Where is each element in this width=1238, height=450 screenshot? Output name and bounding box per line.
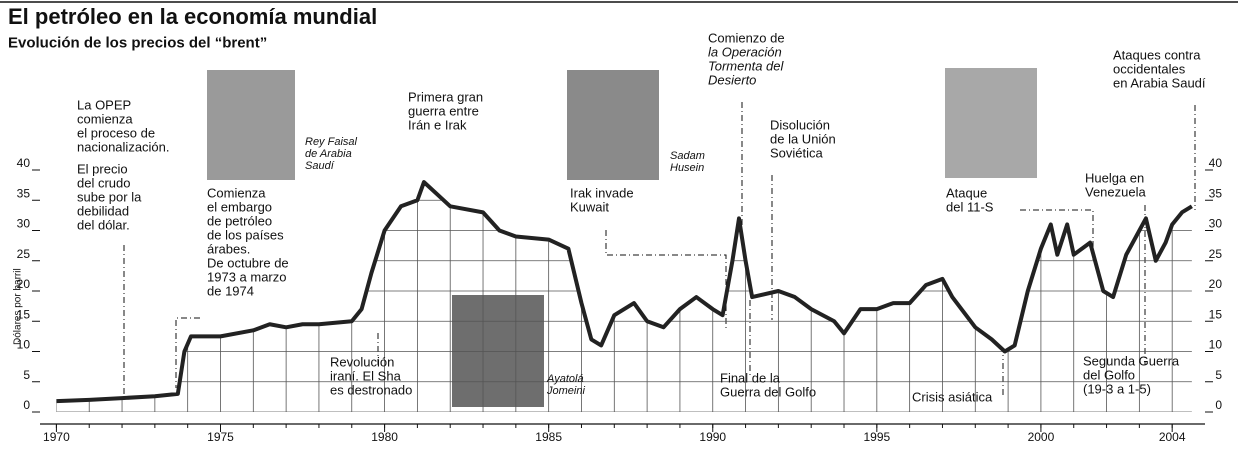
annotation: del Golfo (1083, 368, 1135, 383)
annotation: el embargo (207, 200, 272, 215)
annotation: sube por la (77, 190, 142, 205)
annotation: Segunda Guerra (1083, 354, 1180, 369)
photo-caption: Jomeini (546, 385, 585, 397)
photo-caption: Ayatolá (546, 373, 584, 385)
annotation: Disolución (770, 118, 830, 133)
annotation: iraní. El Sha (330, 369, 402, 384)
annotation: Final de la (720, 371, 781, 386)
annotation: es destronado (330, 383, 412, 398)
y-tick-label: 25 (17, 247, 31, 261)
y-tick-label: 20 (1209, 277, 1223, 291)
annotation: en Arabia Saudí (1113, 76, 1206, 91)
annotation: El precio (77, 162, 128, 177)
y-tick-label: 30 (17, 217, 31, 231)
y-tick-label: 15 (17, 307, 31, 321)
annotation: Venezuela (1085, 185, 1146, 200)
y-axis-label: Dólares por barril (12, 268, 23, 345)
y-tick-label: 25 (1209, 247, 1223, 261)
annotation: Primera gran (408, 90, 483, 105)
x-tick-label: 1970 (43, 430, 70, 444)
annotation: Irán e Irak (408, 118, 467, 133)
annotation: de petróleo (207, 214, 272, 229)
photo-caption: Rey Faisal (305, 136, 358, 148)
annotation: Tormenta del (708, 59, 785, 74)
annotation: árabes. (207, 242, 250, 257)
photo (207, 70, 295, 180)
annotation: el proceso de (77, 126, 155, 141)
chart-subtitle: Evolución de los precios del “brent” (8, 34, 267, 51)
y-tick-label: 5 (23, 368, 30, 382)
annotation: Huelga en (1085, 171, 1144, 186)
annotation: debilidad (77, 204, 129, 219)
annotation: Ataques contra (1113, 48, 1201, 63)
annotation: Crisis asiática (912, 390, 993, 405)
annotation: Ataque (946, 186, 987, 201)
leader-line (1020, 209, 1094, 260)
y-tick-label: 35 (17, 186, 31, 200)
annotation: del crudo (77, 176, 130, 191)
photo-caption: Husein (670, 162, 704, 174)
y-tick-label: 0 (1215, 398, 1222, 412)
x-tick-label: 1980 (371, 430, 398, 444)
annotation: nacionalización. (77, 140, 170, 155)
photo (452, 295, 544, 407)
x-tick-label: 1985 (535, 430, 562, 444)
annotation: Comienzo de (708, 31, 785, 46)
y-tick-label: 0 (23, 398, 30, 412)
photo-caption: de Arabia (305, 148, 352, 160)
photo-caption: Saudí (305, 160, 335, 172)
y-tick-label: 10 (17, 338, 31, 352)
leader-line (175, 317, 200, 388)
x-tick-label: 2004 (1159, 430, 1186, 444)
annotation: la Operación (708, 45, 782, 60)
annotation: del 11-S (946, 200, 994, 215)
annotation: guerra entre (408, 104, 479, 119)
annotation: occidentales (1113, 62, 1186, 77)
annotation: Revolución (330, 355, 394, 370)
annotation: Comienza (207, 186, 266, 201)
annotation: (19-3 a 1-5) (1083, 382, 1151, 397)
y-tick-label: 40 (17, 156, 31, 170)
annotation: La OPEP (77, 98, 131, 113)
annotation: del dólar. (77, 218, 130, 233)
leader-line (605, 230, 727, 330)
photo (945, 68, 1037, 178)
photo-caption: Sadam (670, 150, 705, 162)
x-tick-label: 1990 (699, 430, 726, 444)
annotation: Irak invade (570, 186, 634, 201)
y-tick-label: 20 (17, 277, 31, 291)
annotation: de los países (207, 228, 284, 243)
chart-title: El petróleo en la economía mundial (8, 4, 377, 29)
x-tick-label: 1975 (207, 430, 234, 444)
y-tick-label: 15 (1209, 307, 1223, 321)
y-tick-label: 30 (1209, 217, 1223, 231)
annotation: de la Unión (770, 132, 836, 147)
y-tick-label: 10 (1209, 338, 1223, 352)
annotation: Kuwait (570, 200, 609, 215)
annotation: comienza (77, 112, 133, 127)
annotation: Soviética (770, 146, 824, 161)
annotation: De octubre de (207, 256, 289, 271)
y-tick-label: 40 (1209, 156, 1223, 170)
photo (567, 70, 659, 180)
annotation: Desierto (708, 73, 756, 88)
y-tick-label: 5 (1215, 368, 1222, 382)
annotation: de 1974 (207, 284, 254, 299)
y-tick-label: 35 (1209, 186, 1223, 200)
annotation: 1973 a marzo (207, 270, 287, 285)
price-line (56, 180, 1193, 404)
annotation: Guerra del Golfo (720, 385, 816, 400)
x-tick-label: 2000 (1028, 430, 1055, 444)
x-tick-label: 1995 (863, 430, 890, 444)
